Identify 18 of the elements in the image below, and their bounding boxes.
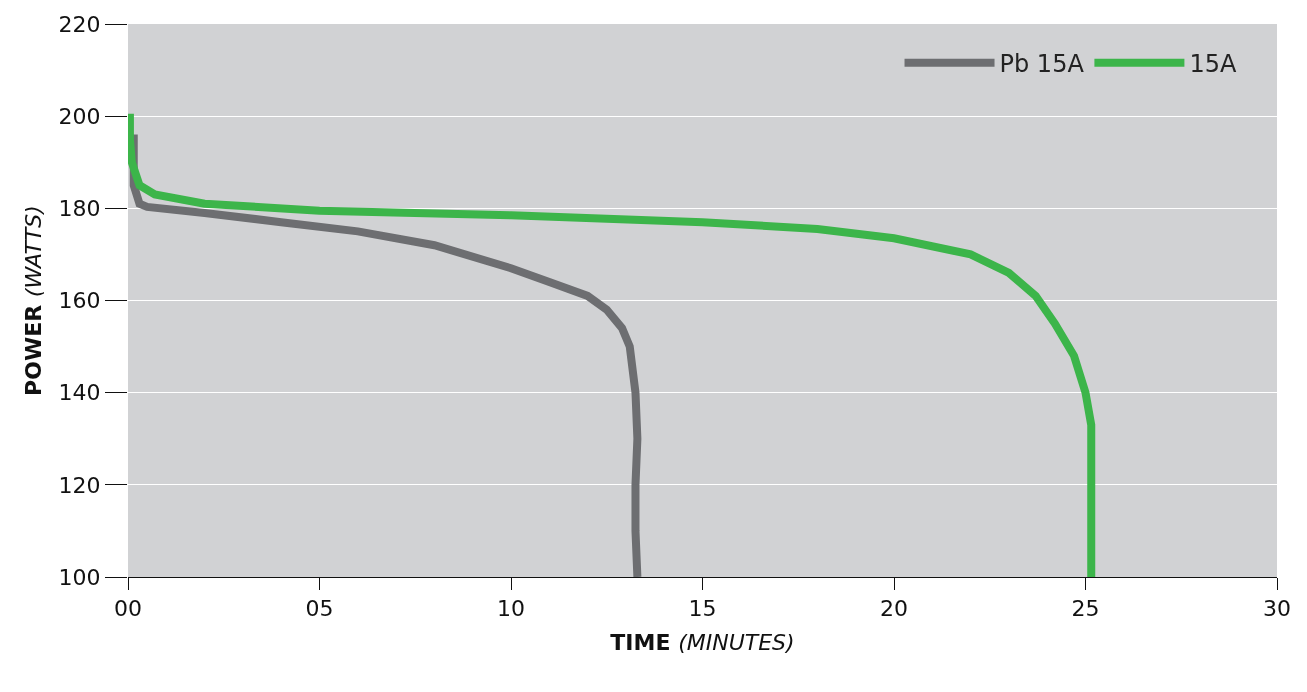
x-tick-label: 20 — [880, 596, 908, 622]
y-tick-label: 120 — [58, 472, 101, 498]
y-tick-label: 100 — [58, 564, 101, 590]
legend-label: Pb 15A — [999, 50, 1085, 79]
x-tick-label: 00 — [114, 596, 142, 622]
x-tick-label: 25 — [1071, 596, 1100, 622]
y-tick-label: 160 — [58, 288, 101, 314]
y-tick-label: 200 — [58, 103, 101, 129]
y-axis-title: POWER (WATTS) — [21, 205, 47, 396]
y-tick-label: 180 — [58, 196, 101, 222]
x-tick-label: 15 — [688, 596, 717, 622]
legend-label: 15A — [1189, 50, 1237, 79]
x-tick-label: 30 — [1263, 596, 1291, 622]
y-tick-label: 140 — [58, 380, 101, 406]
x-tick-label: 05 — [305, 596, 334, 622]
x-tick-label: 10 — [497, 596, 525, 622]
x-axis-title: TIME (MINUTES) — [610, 630, 795, 656]
y-tick-label: 220 — [58, 11, 101, 37]
